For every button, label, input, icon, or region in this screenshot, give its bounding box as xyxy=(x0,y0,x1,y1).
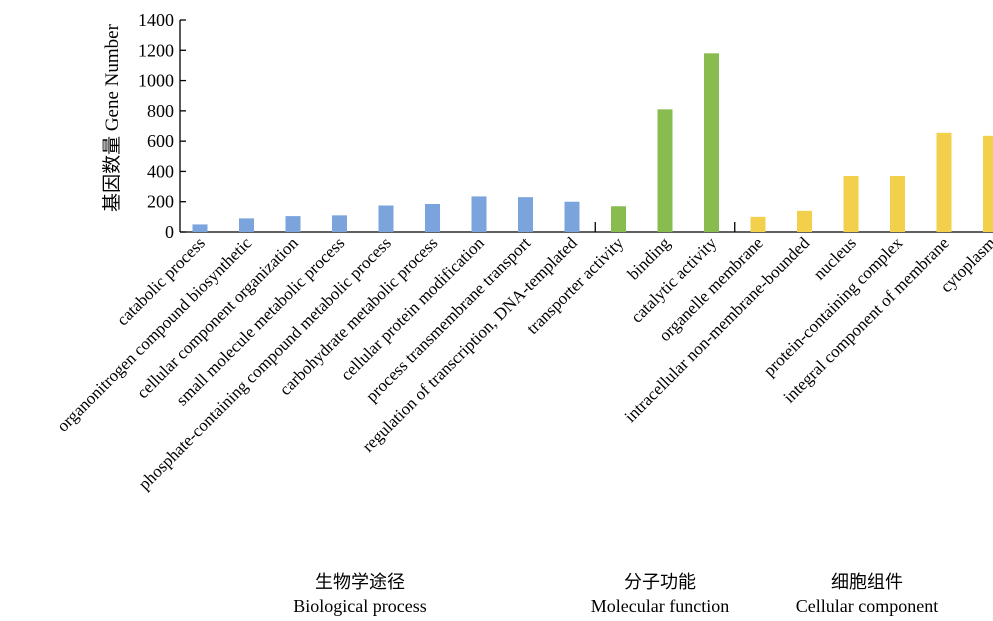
x-tick-label: regulation of transcription, DNA-templat… xyxy=(358,233,581,456)
y-tick-label: 600 xyxy=(147,131,174,151)
group-label-en: Molecular function xyxy=(590,596,730,616)
y-tick-label: 800 xyxy=(147,101,174,121)
bar xyxy=(704,53,719,232)
bar xyxy=(750,216,766,232)
bars xyxy=(192,53,993,232)
bar xyxy=(378,205,394,232)
bar xyxy=(611,206,626,232)
group-label: 细胞组件 Cellular component xyxy=(767,570,967,618)
bar xyxy=(890,175,905,232)
bar xyxy=(936,132,952,232)
y-tick-label: 0 xyxy=(165,222,174,242)
bar xyxy=(657,109,673,232)
group-label-en: Biological process xyxy=(293,596,427,616)
bar xyxy=(564,201,580,232)
group-label-en: Cellular component xyxy=(795,596,939,616)
bar xyxy=(983,135,993,232)
bar xyxy=(425,203,440,232)
x-tick-label: small molecule metabolic process xyxy=(172,233,348,409)
y-tick-label: 400 xyxy=(147,161,174,181)
y-tick-label: 200 xyxy=(147,192,174,212)
group-label: 分子功能 Molecular function xyxy=(560,570,760,618)
bar xyxy=(192,224,208,232)
bar xyxy=(285,216,301,232)
bar xyxy=(843,175,859,232)
bar xyxy=(332,215,347,232)
bar xyxy=(518,197,533,232)
group-label-cn: 分子功能 xyxy=(624,572,696,592)
y-tick-label: 1000 xyxy=(138,71,174,91)
bar xyxy=(471,196,487,232)
x-axis xyxy=(180,222,993,233)
group-label-cn: 生物学途径 xyxy=(315,572,405,592)
y-tick-label: 1200 xyxy=(138,40,174,60)
y-axis-label: 基因数量 Gene Number xyxy=(101,23,123,212)
group-label-cn: 细胞组件 xyxy=(831,572,903,592)
bar xyxy=(797,210,812,232)
y-tick-label: 1400 xyxy=(138,10,174,30)
bar xyxy=(239,218,254,232)
y-axis: 0 200 400 600 800 1000 1200 1400 xyxy=(138,10,186,242)
group-label: 生物学途径 Biological process xyxy=(260,570,460,618)
